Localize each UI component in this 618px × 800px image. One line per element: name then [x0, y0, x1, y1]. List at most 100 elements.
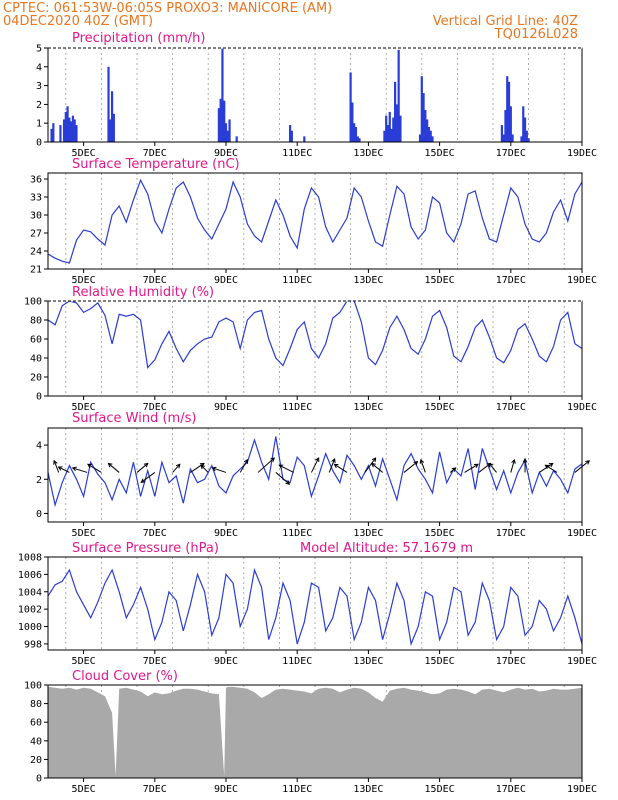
wind-arrow-head [331, 457, 336, 463]
x-tick-label: 19DEC [567, 656, 597, 667]
x-tick-label: 13DEC [353, 528, 383, 539]
y-tick-label: 1004 [18, 587, 42, 598]
x-tick-label: 7DEC [143, 528, 167, 539]
wind-arrow-head [544, 464, 550, 469]
precip-bar [64, 111, 67, 142]
precip-bar [429, 130, 432, 142]
x-tick-label: 17DEC [496, 656, 526, 667]
x-tick-label: 13DEC [353, 275, 383, 286]
wind-arrow-head [278, 464, 284, 469]
precip-bar [395, 104, 398, 142]
wind-title: Surface Wind (m/s) [72, 411, 196, 426]
precip-bar [392, 117, 395, 142]
x-tick-label: 5DEC [72, 528, 96, 539]
x-tick-label: 13DEC [353, 148, 383, 159]
x-tick-label: 15DEC [425, 148, 455, 159]
wind-arrow [545, 464, 558, 473]
y-tick-label: 21 [30, 265, 42, 276]
x-tick-label: 15DEC [425, 656, 455, 667]
precip-bar [522, 106, 525, 142]
x-tick-label: 19DEC [567, 275, 597, 286]
wind-arrow [403, 461, 418, 473]
y-tick-label: 3 [36, 81, 42, 92]
wind-arrow-head [243, 458, 248, 464]
y-tick-label: 60 [30, 335, 42, 346]
precip-bar [223, 100, 226, 142]
y-tick-label: 0 [36, 138, 42, 149]
wind-arrow [310, 457, 320, 473]
precip-bar [107, 66, 110, 142]
humidity-panel: 0 20 40 60 80 100 5DEC 7DEC 9DEC 11DEC 13DEC 15DEC 1… [24, 297, 597, 414]
precip-bar [427, 126, 431, 142]
y-tick-label: 0 [36, 509, 42, 520]
x-tick-label: 5DEC [72, 275, 96, 286]
x-tick-label: 9DEC [214, 148, 238, 159]
wind-arrow-head [413, 460, 419, 466]
x-tick-label: 17DEC [496, 402, 526, 413]
precip-bar [418, 134, 422, 142]
wind-arrow [488, 463, 497, 473]
y-tick-label: 20 [30, 755, 42, 766]
wind-arrow-head [333, 463, 339, 469]
wind-arrow-head [175, 463, 181, 469]
series-line [47, 567, 583, 647]
x-tick-label: 19DEC [567, 784, 597, 795]
y-tick-label: 60 [30, 718, 42, 729]
wind-arrow [328, 458, 336, 473]
wind-arrow-head [87, 463, 92, 469]
x-tick-label: 13DEC [353, 784, 383, 795]
y-tick-label: 100 [24, 681, 42, 692]
x-tick-label: 15DEC [425, 275, 455, 286]
wind-arrow [371, 463, 383, 473]
precip-bar [390, 128, 393, 142]
precip-bar [52, 123, 55, 142]
wind-arrow [239, 459, 248, 473]
y-tick-label: 27 [30, 229, 42, 240]
series-line [47, 300, 583, 369]
precip-bar [354, 126, 358, 142]
x-tick-label: 5DEC [72, 656, 96, 667]
header-line1: CPTEC: 061:53W-06:05S PROXO3: MANICORE (… [3, 1, 332, 16]
precip-bar [228, 119, 231, 142]
wind-arrow [141, 472, 156, 483]
x-tick-label: 11DEC [282, 275, 312, 286]
precip-bar [525, 130, 528, 142]
x-tick-label: 19DEC [567, 528, 597, 539]
precip-bar [507, 81, 511, 142]
wind-arrow-head [451, 467, 457, 472]
precip-bar [523, 117, 527, 142]
y-tick-label: 5 [36, 44, 42, 55]
wind-arrow-head [140, 478, 146, 483]
x-tick-label: 13DEC [353, 402, 383, 413]
x-tick-label: 11DEC [282, 402, 312, 413]
y-tick-label: 998 [24, 639, 42, 650]
precip-bar [68, 117, 71, 142]
wind-arrow-head [488, 462, 494, 468]
y-tick-label: 1006 [18, 570, 42, 581]
wind-arrow-head [143, 462, 149, 468]
precip-bar [356, 136, 359, 142]
panel-frame [47, 556, 583, 651]
precip-bar [502, 134, 505, 142]
x-tick-label: 17DEC [496, 148, 526, 159]
wind-arrow [212, 467, 227, 473]
x-tick-label: 5DEC [72, 148, 96, 159]
precip-bar [219, 98, 222, 142]
panel-frame [47, 684, 583, 779]
cloud-cover-area [48, 686, 582, 778]
precip-bar [397, 49, 400, 142]
y-tick-label: 100 [24, 297, 42, 308]
y-tick-label: 40 [30, 354, 42, 365]
precip-bar [66, 106, 69, 142]
y-tick-label: 80 [30, 699, 42, 710]
precip-bar [420, 76, 423, 142]
y-tick-label: 40 [30, 736, 42, 747]
wind-arrow [279, 464, 294, 473]
wind-arrow-head [474, 463, 479, 469]
x-tick-label: 5DEC [72, 784, 96, 795]
precip-bar [75, 125, 78, 142]
precip-bar [383, 130, 386, 142]
wind-arrow-head [107, 462, 113, 468]
temperature-panel: 21 24 27 30 33 36 5DEC 7DEC 9DEC 11DEC 13DEC 15DEC 1… [30, 172, 597, 286]
precip-bar [388, 111, 391, 142]
